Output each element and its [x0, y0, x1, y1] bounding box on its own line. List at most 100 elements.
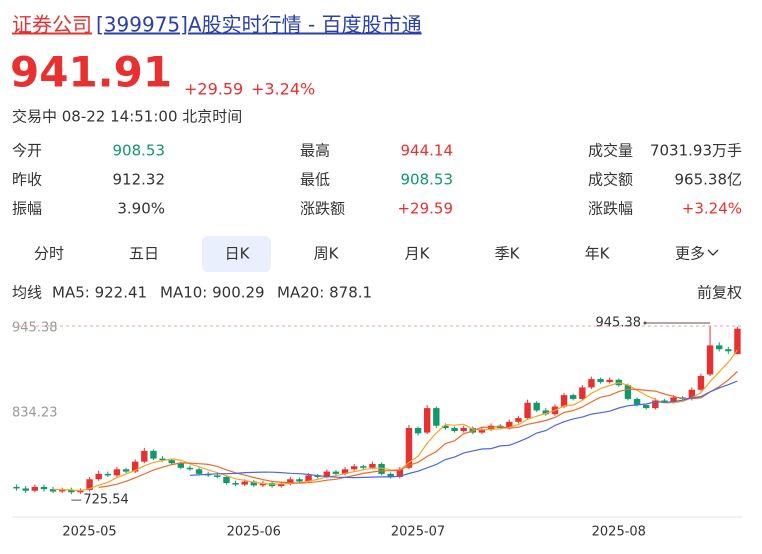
- candle-body: [13, 486, 20, 489]
- candle-body: [624, 385, 632, 399]
- candle-body: [423, 408, 431, 433]
- ma-legend: MA5: 922.41: [52, 284, 147, 302]
- candle-body: [323, 471, 331, 477]
- candle-body: [588, 379, 595, 388]
- candle-body: [58, 489, 66, 492]
- candle-body: [77, 490, 84, 493]
- candle-body: [560, 395, 568, 407]
- ma-legend: MA20: 878.1: [277, 284, 372, 302]
- tab[interactable]: 更多: [675, 245, 705, 263]
- stat-value: 965.38亿: [675, 171, 743, 189]
- stat-value: 7031.93万手: [650, 142, 742, 160]
- candle-body: [150, 450, 157, 459]
- stat-value: 908.53: [113, 142, 166, 160]
- candle-body: [396, 469, 404, 477]
- adjust-mode[interactable]: 前复权: [697, 284, 742, 302]
- candle-body: [122, 469, 130, 472]
- status: 交易中 08-22 14:51:00 北京时间: [12, 108, 242, 126]
- candle-body: [141, 450, 148, 462]
- tab[interactable]: 分时: [34, 245, 64, 263]
- candle-body: [86, 479, 93, 490]
- candle-body: [223, 476, 230, 484]
- stat-label: 涨跌幅: [588, 200, 633, 218]
- tab[interactable]: 五日: [129, 245, 159, 263]
- candle-body: [433, 408, 440, 426]
- candle-body: [579, 387, 586, 399]
- candle-body: [360, 466, 367, 468]
- candle-body: [259, 483, 267, 486]
- candle-body: [296, 479, 303, 482]
- candle-body: [113, 469, 121, 476]
- candle-body: [241, 481, 248, 485]
- min-label: 725.54: [83, 493, 129, 508]
- candle-body: [104, 473, 112, 476]
- candle-body: [287, 479, 294, 484]
- change: +29.59: [184, 80, 243, 99]
- candle-body: [22, 488, 29, 491]
- candle-body: [31, 486, 39, 491]
- candle-body: [405, 427, 413, 468]
- candle-body: [332, 471, 340, 474]
- stat-label: 最高: [300, 142, 330, 160]
- candle-body: [277, 483, 285, 487]
- stat-value: 3.90%: [117, 200, 165, 218]
- candle-body: [697, 375, 705, 390]
- change-pct: +3.24%: [251, 80, 315, 99]
- candle-body: [542, 410, 550, 415]
- active-tab-bg: [202, 236, 271, 272]
- candle-body: [451, 427, 458, 432]
- candle-body: [633, 398, 641, 406]
- candle-body: [725, 349, 732, 352]
- x-tick-label: 2025-05: [62, 525, 116, 540]
- candle-body: [350, 466, 358, 470]
- y-tick-label: 834.23: [12, 405, 58, 420]
- candle-body: [341, 469, 349, 474]
- candle-body: [642, 405, 650, 409]
- tab[interactable]: 日K: [225, 245, 251, 263]
- candle-body: [606, 379, 613, 383]
- stat-label: 成交额: [588, 171, 633, 189]
- candle-body: [68, 489, 75, 493]
- candle-body: [515, 418, 522, 422]
- candle-body: [597, 379, 604, 383]
- candle-body: [195, 469, 203, 474]
- title[interactable]: [399975]A股实时行情 - 百度股市通: [96, 13, 422, 37]
- candle-body: [670, 397, 677, 402]
- tab[interactable]: 季K: [495, 245, 521, 263]
- ma-legend: MA10: 900.29: [160, 284, 265, 302]
- tab[interactable]: 月K: [405, 245, 431, 263]
- candle-body: [734, 328, 741, 355]
- stat-value: +3.24%: [682, 200, 742, 218]
- candle-body: [706, 345, 714, 375]
- stat-value: 908.53: [401, 171, 454, 189]
- candle-body: [524, 402, 531, 419]
- price: 941.91: [10, 48, 172, 97]
- ma-line: [98, 371, 738, 488]
- candle-body: [159, 458, 166, 461]
- more-chevron: [707, 249, 719, 256]
- candle-body: [506, 421, 513, 428]
- stat-value: 944.14: [401, 142, 454, 160]
- candle-body: [177, 463, 185, 468]
- candle-body: [688, 389, 696, 399]
- candle-body: [569, 395, 577, 399]
- annotation-dot: [643, 321, 647, 325]
- stat-label: 振幅: [12, 200, 42, 218]
- candle-body: [652, 400, 659, 409]
- candle-body: [250, 481, 258, 486]
- stat-label: 昨收: [12, 171, 42, 189]
- title-highlight[interactable]: 证券公司: [12, 13, 92, 37]
- candle-body: [40, 486, 48, 490]
- candle-body: [168, 460, 175, 464]
- x-tick-label: 2025-08: [592, 525, 646, 540]
- candle-body: [186, 467, 194, 470]
- max-label: 945.38: [596, 315, 642, 330]
- x-tick-label: 2025-07: [391, 525, 445, 540]
- tab[interactable]: 年K: [585, 245, 611, 263]
- candle-body: [533, 402, 540, 411]
- x-tick-label: 2025-06: [227, 525, 281, 540]
- candle-body: [460, 427, 467, 432]
- candle-body: [442, 425, 449, 428]
- tab[interactable]: 周K: [314, 245, 340, 263]
